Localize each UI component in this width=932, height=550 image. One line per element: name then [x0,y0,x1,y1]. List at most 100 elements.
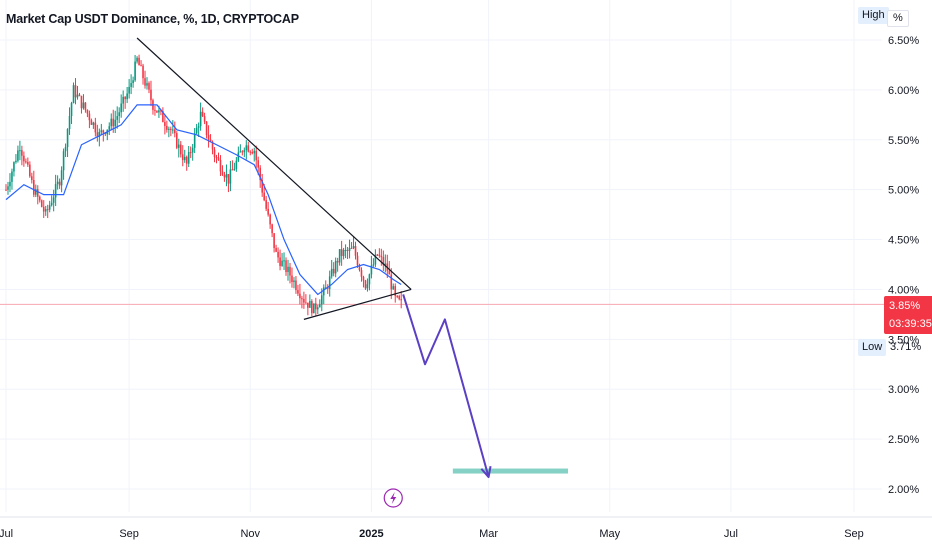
candle-body [84,102,87,110]
candle-body [70,103,73,117]
candle-body [29,164,31,177]
y-axis[interactable]: 6.50% 6.00% 5.50% 5.00% 4.50% 4.00% 3.50% 3.00%… [888,35,919,496]
candle-body [205,121,208,136]
candle-body [392,286,395,290]
candle-body [281,260,283,267]
candle-body [279,257,281,267]
candle-body [191,147,194,153]
candle-body [243,150,246,153]
candle-body [80,95,83,109]
candle-body [116,116,119,120]
candle-body [9,181,11,187]
candle-body [5,189,7,191]
candle-body [315,303,317,310]
candle-body [134,61,136,81]
y-tick-label: 4.00% [888,284,919,296]
candle-body [162,111,164,123]
candle-body [54,184,57,198]
candle-body [384,263,387,266]
candle-body [241,151,244,153]
candle-body [320,295,323,305]
candle-body [229,169,232,184]
candle-body [297,290,299,294]
last-price-value: 3.85% [889,300,921,312]
candle-body [289,266,291,276]
candle-body [82,102,85,109]
trendline [303,288,412,320]
candle-body [372,264,375,266]
moving-average-line [5,104,402,296]
candle-body [362,276,365,281]
low-badge: Low [858,339,887,356]
candle-body [166,125,168,130]
candle-body [364,280,367,289]
last-price-tag: 3.85% 03:39:35 [884,296,932,334]
lightning-icon[interactable] [383,488,403,508]
candle-body [142,65,144,79]
candle-body [338,249,341,263]
candle-body [68,116,71,130]
candle-body [132,80,134,84]
candle-body [330,268,333,277]
candle-body [225,174,228,178]
candle-body [263,192,265,201]
forecast-arrowhead [480,466,492,479]
candle-body [15,160,17,163]
candle-body [170,128,172,130]
triangle-trendlines[interactable] [136,37,412,320]
candle-body [108,126,111,130]
candle-body [31,176,33,180]
candle-body [257,160,260,168]
x-tick-label: Mar [479,528,498,540]
target-zone-bar [452,468,569,474]
candle-body [245,145,248,151]
candle-body [58,181,61,186]
candle-body [66,129,69,148]
candle-body [217,157,220,160]
y-tick-label: 4.50% [888,235,919,247]
candle-body [48,205,51,210]
candle-body [136,57,138,62]
candle-body [378,254,381,256]
candle-body [62,151,65,171]
candle-body [94,122,97,133]
candle-body [380,255,383,258]
candle-body [179,144,182,155]
candle-body [255,150,258,161]
candle-body [253,150,256,154]
candle-body [76,94,79,98]
candle-body [183,156,186,161]
x-tick-label: Sep [844,528,864,540]
candle-body [126,93,128,100]
y-tick-label: 6.00% [888,85,919,97]
candle-body [233,168,236,171]
candle-body [209,139,212,142]
candle-body [203,116,206,122]
candle-body [231,169,234,171]
candle-body [346,249,349,251]
x-tick-label: Nov [240,528,260,540]
candle-body [215,157,218,159]
candlestick-series [5,54,403,317]
candle-body [360,270,363,277]
candle-body [174,129,176,134]
candle-body [277,251,279,258]
y-tick-label: 5.50% [888,135,919,147]
candle-body [324,287,327,289]
candle-body [46,209,49,211]
candle-body [17,150,19,161]
candle-body [261,180,263,193]
unit-toggle-button[interactable]: % [887,10,909,27]
forecast-arrow[interactable] [402,294,492,479]
candle-body [291,275,293,282]
candle-body [197,126,200,128]
candle-body [328,276,331,289]
candle-body [164,122,166,126]
candle-body [249,151,252,153]
x-axis[interactable]: Jul Sep Nov 2025 Mar May Jul Sep [0,516,932,540]
candle-body [336,260,339,263]
candle-body [42,206,45,212]
candle-body [400,299,403,301]
candle-body [219,159,222,172]
